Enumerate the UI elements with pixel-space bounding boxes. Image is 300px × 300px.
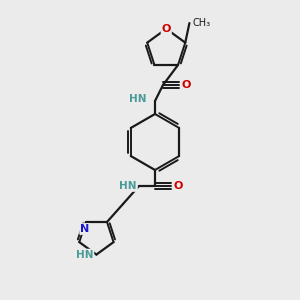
Text: O: O xyxy=(173,181,182,191)
Text: O: O xyxy=(181,80,190,90)
Text: HN: HN xyxy=(76,250,93,260)
Text: HN: HN xyxy=(130,94,147,104)
Text: O: O xyxy=(162,24,171,34)
Text: N: N xyxy=(80,224,89,234)
Text: HN: HN xyxy=(119,181,137,191)
Text: CH₃: CH₃ xyxy=(192,18,211,28)
